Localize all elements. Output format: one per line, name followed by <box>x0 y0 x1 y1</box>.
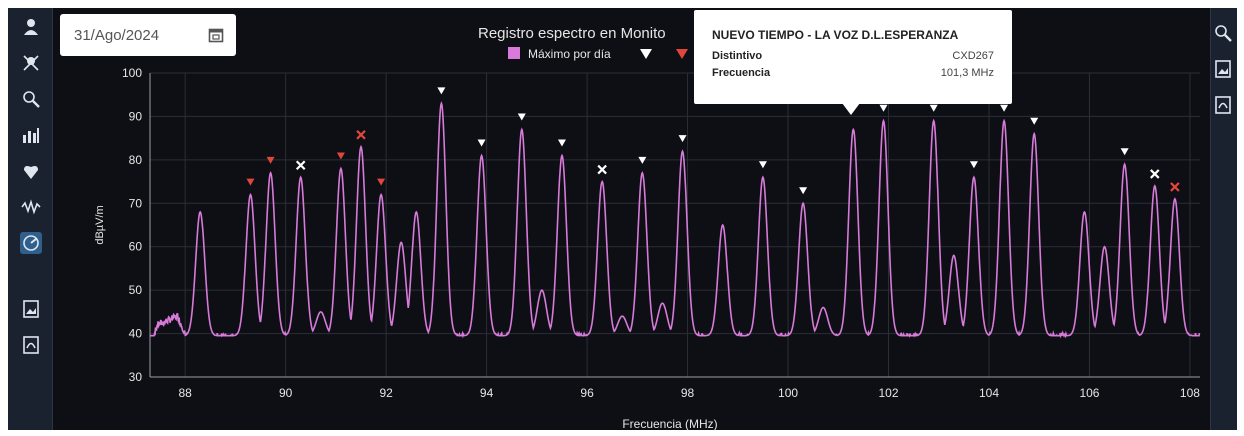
chart-grid <box>150 72 1200 378</box>
x-tick-label: 96 <box>580 386 594 400</box>
tooltip-row: Frecuencia 101,3 MHz <box>712 65 994 82</box>
x-tick-label: 90 <box>279 386 293 400</box>
tooltip-row: Distintivo CXD267 <box>712 48 994 65</box>
pdf-export-icon[interactable] <box>20 334 42 356</box>
right-toolbar <box>1210 8 1237 430</box>
peak-marker-x[interactable] <box>1150 169 1160 179</box>
peak-marker-triangle[interactable] <box>437 87 446 95</box>
station-tooltip: NUEVO TIEMPO - LA VOZ D.L.ESPERANZA Dist… <box>694 10 1012 104</box>
y-tick-label: 30 <box>129 370 143 384</box>
peak-marker-triangle[interactable] <box>1000 104 1009 112</box>
peak-marker-triangle[interactable] <box>557 139 566 147</box>
legend-red-marker-icon <box>676 49 688 59</box>
legend-white-marker-icon <box>640 49 652 59</box>
chart-title: Registro espectro en Monito <box>478 25 666 42</box>
y-tick-label: 40 <box>129 327 143 341</box>
peak-marker-triangle[interactable] <box>246 178 255 186</box>
crossbones-icon[interactable] <box>20 52 42 74</box>
spectrum-gauge-icon[interactable] <box>20 232 42 254</box>
peak-marker-triangle[interactable] <box>266 156 275 164</box>
peak-marker-triangle[interactable] <box>336 152 345 160</box>
app-frame <box>8 8 1236 430</box>
person-icon[interactable] <box>20 16 42 38</box>
y-tick-label: 80 <box>129 153 143 167</box>
y-tick-label: 50 <box>129 283 143 297</box>
x-axis-label: Frecuencia (MHz) <box>622 417 717 431</box>
x-tick-label: 102 <box>879 386 899 400</box>
image-export-icon[interactable] <box>1212 58 1234 80</box>
y-tick-label: 60 <box>129 240 143 254</box>
peak-marker-x[interactable] <box>597 164 607 175</box>
calendar-icon[interactable] <box>208 27 224 43</box>
peak-marker-triangle[interactable] <box>678 135 687 143</box>
peak-markers <box>246 87 1180 195</box>
peak-marker-triangle[interactable] <box>929 104 938 112</box>
x-tick-label: 108 <box>1180 386 1200 400</box>
tooltip-key: Distintivo <box>712 50 763 62</box>
x-tick-label: 98 <box>681 386 695 400</box>
peak-marker-triangle[interactable] <box>377 178 386 186</box>
peak-marker-triangle[interactable] <box>1030 117 1039 125</box>
heart-shield-icon[interactable] <box>20 160 42 182</box>
y-tick-label: 100 <box>122 66 142 80</box>
legend-label: Máximo por día <box>528 47 611 61</box>
peak-marker-triangle[interactable] <box>1120 148 1129 156</box>
zoom-icon[interactable] <box>1212 22 1234 44</box>
chart-legend[interactable]: Máximo por día <box>508 47 688 61</box>
peak-marker-triangle[interactable] <box>969 161 978 169</box>
tooltip-value: CXD267 <box>952 50 994 62</box>
peak-marker-triangle[interactable] <box>799 187 808 195</box>
x-tick-label: 106 <box>1079 386 1099 400</box>
tooltip-pointer <box>842 103 860 115</box>
chart-axes: 30 40 50 60 70 80 90 100 88 90 92 94 96 98 100 102 104 10… <box>122 66 1200 400</box>
left-toolbar <box>8 8 53 430</box>
signal-wave-icon[interactable] <box>20 196 42 218</box>
peak-marker-triangle[interactable] <box>879 104 888 112</box>
y-tick-label: 90 <box>129 109 143 123</box>
x-tick-label: 88 <box>178 386 192 400</box>
x-tick-label: 94 <box>480 386 494 400</box>
x-tick-label: 100 <box>778 386 798 400</box>
peak-marker-triangle[interactable] <box>517 113 526 121</box>
date-picker[interactable] <box>60 14 236 56</box>
peak-marker-triangle[interactable] <box>477 139 486 147</box>
image-export-icon[interactable] <box>20 298 42 320</box>
tooltip-value: 101,3 MHz <box>940 67 994 79</box>
peak-marker-triangle[interactable] <box>638 156 647 164</box>
peak-marker-x[interactable] <box>295 160 306 171</box>
series-line-maximo-por-dia <box>150 101 1201 339</box>
legend-swatch <box>508 47 520 59</box>
bar-chart-icon[interactable] <box>20 124 42 146</box>
peak-marker-triangle[interactable] <box>758 161 767 169</box>
peak-marker-x[interactable] <box>1170 182 1180 192</box>
tooltip-title: NUEVO TIEMPO - LA VOZ D.L.ESPERANZA <box>712 28 959 42</box>
y-axis-label: dBµV/m <box>94 205 106 244</box>
tooltip-key: Frecuencia <box>712 67 771 79</box>
x-tick-label: 92 <box>379 386 393 400</box>
date-input[interactable] <box>72 25 196 45</box>
peak-marker-x[interactable] <box>356 130 366 140</box>
x-tick-label: 104 <box>979 386 999 400</box>
pdf-export-icon[interactable] <box>1212 94 1234 116</box>
y-tick-label: 70 <box>129 196 143 210</box>
zoom-icon[interactable] <box>20 88 42 110</box>
